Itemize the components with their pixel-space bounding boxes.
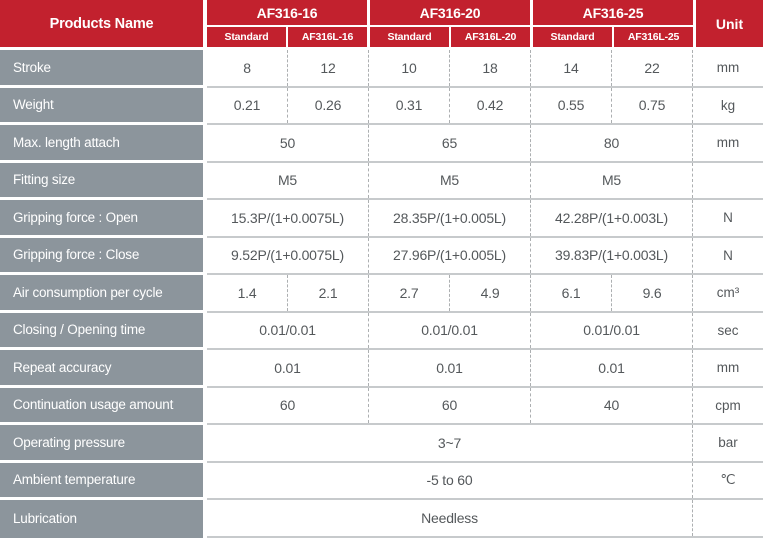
value-cell: Needless (207, 500, 693, 536)
products-name-header: Products Name (0, 0, 203, 47)
table-row-lubrication: Lubrication Needless (0, 500, 763, 538)
value-cell: 0.01/0.01 (531, 312, 693, 348)
unit-cell: bar (718, 435, 738, 451)
value-cell: 60 (207, 387, 369, 423)
value-cell: 0.31 (369, 87, 450, 123)
subheader-standard: Standard (207, 27, 286, 47)
row-label: Repeat accuracy (0, 350, 203, 385)
row-label: Lubrication (0, 500, 203, 538)
unit-cell: mm (716, 60, 740, 76)
table-row-gripping-force-close: Gripping force : Close 9.52P/(1+0.0075L)… (0, 237, 763, 275)
row-label: Gripping force : Open (0, 200, 203, 235)
unit-cell: ℃ (720, 472, 736, 488)
value-cell: M5 (369, 162, 531, 198)
table-row-ambient-temperature: Ambient temperature -5 to 60 ℃ (0, 462, 763, 500)
unit-cell: sec (717, 322, 739, 338)
row-label: Max. length attach (0, 125, 203, 160)
value-cell: 0.01/0.01 (207, 312, 369, 348)
value-cell: -5 to 60 (207, 462, 693, 498)
subheader-long-type: AF316L-20 (451, 27, 530, 47)
value-cell: 18 (450, 50, 531, 86)
value-cell: M5 (531, 162, 693, 198)
value-cell: 0.21 (207, 87, 288, 123)
table-row-repeat-accuracy: Repeat accuracy 0.01 0.01 0.01 mm (0, 350, 763, 388)
row-label: Air consumption per cycle (0, 275, 203, 310)
unit-cell: mm (716, 135, 740, 151)
table-header-row: Products Name AF316-16 Standard AF316L-1… (0, 0, 763, 47)
table-row-max-length-attach: Max. length attach 50 65 80 mm (0, 125, 763, 163)
table-row-stroke: Stroke 8 12 10 18 14 22 mm (0, 50, 763, 88)
unit-cell: cm³ (716, 285, 740, 301)
value-cell: 28.35P/(1+0.005L) (369, 200, 531, 236)
group-name: AF316-25 (533, 0, 693, 25)
value-cell: 2.7 (369, 275, 450, 311)
row-label: Closing / Opening time (0, 312, 203, 347)
value-cell: 2.1 (288, 275, 369, 311)
group-name: AF316-16 (207, 0, 367, 25)
value-cell: 80 (531, 125, 693, 161)
value-cell: 10 (369, 50, 450, 86)
row-label: Weight (0, 87, 203, 122)
row-label: Operating pressure (0, 425, 203, 460)
value-cell: 9.52P/(1+0.0075L) (207, 237, 369, 273)
unit-cell: N (723, 210, 733, 226)
value-cell: 50 (207, 125, 369, 161)
value-cell: 3~7 (207, 425, 693, 461)
value-cell: 27.96P/(1+0.005L) (369, 237, 531, 273)
row-label: Stroke (0, 50, 203, 85)
value-cell: 15.3P/(1+0.0075L) (207, 200, 369, 236)
value-cell: 8 (207, 50, 288, 86)
value-cell: 9.6 (612, 275, 693, 311)
unit-cell: mm (716, 360, 740, 376)
value-cell: 0.26 (288, 87, 369, 123)
unit-cell (693, 500, 763, 536)
subheader-long-type: AF316L-25 (614, 27, 693, 47)
value-cell: 42.28P/(1+0.003L) (531, 200, 693, 236)
unit-cell (693, 163, 763, 199)
subheader-standard: Standard (370, 27, 449, 47)
row-label: Ambient temperature (0, 462, 203, 497)
value-cell: 0.01 (531, 350, 693, 386)
table-row-weight: Weight 0.21 0.26 0.31 0.42 0.55 0.75 kg (0, 87, 763, 125)
value-cell: 0.55 (531, 87, 612, 123)
table-row-operating-pressure: Operating pressure 3~7 bar (0, 425, 763, 463)
value-cell: 12 (288, 50, 369, 86)
value-cell: 0.01/0.01 (369, 312, 531, 348)
subheader-long-type: AF316L-16 (288, 27, 367, 47)
unit-cell: N (723, 247, 733, 263)
value-cell: 39.83P/(1+0.003L) (531, 237, 693, 273)
table-row-air-consumption: Air consumption per cycle 1.4 2.1 2.7 4.… (0, 275, 763, 313)
group-header-af316-20: AF316-20 Standard AF316L-20 (370, 0, 530, 47)
value-cell: 65 (369, 125, 531, 161)
value-cell: 60 (369, 387, 531, 423)
row-label: Gripping force : Close (0, 237, 203, 272)
group-header-af316-25: AF316-25 Standard AF316L-25 (533, 0, 693, 47)
table-row-fitting-size: Fitting size M5 M5 M5 (0, 162, 763, 200)
group-header-af316-16: AF316-16 Standard AF316L-16 (207, 0, 367, 47)
table-row-closing-opening-time: Closing / Opening time 0.01/0.01 0.01/0.… (0, 312, 763, 350)
value-cell: 4.9 (450, 275, 531, 311)
group-name: AF316-20 (370, 0, 530, 25)
value-cell: 1.4 (207, 275, 288, 311)
value-cell: M5 (207, 162, 369, 198)
subheader-standard: Standard (533, 27, 612, 47)
value-cell: 0.42 (450, 87, 531, 123)
unit-cell: kg (720, 97, 736, 113)
value-cell: 6.1 (531, 275, 612, 311)
value-cell: 40 (531, 387, 693, 423)
table-row-continuation-usage: Continuation usage amount 60 60 40 cpm (0, 387, 763, 425)
table-row-gripping-force-open: Gripping force : Open 15.3P/(1+0.0075L) … (0, 200, 763, 238)
row-label: Fitting size (0, 162, 203, 197)
value-cell: 0.75 (612, 87, 693, 123)
row-label: Continuation usage amount (0, 387, 203, 422)
value-cell: 22 (612, 50, 693, 86)
unit-header: Unit (696, 0, 763, 47)
value-cell: 0.01 (369, 350, 531, 386)
value-cell: 0.01 (207, 350, 369, 386)
value-cell: 14 (531, 50, 612, 86)
unit-cell: cpm (715, 397, 741, 413)
